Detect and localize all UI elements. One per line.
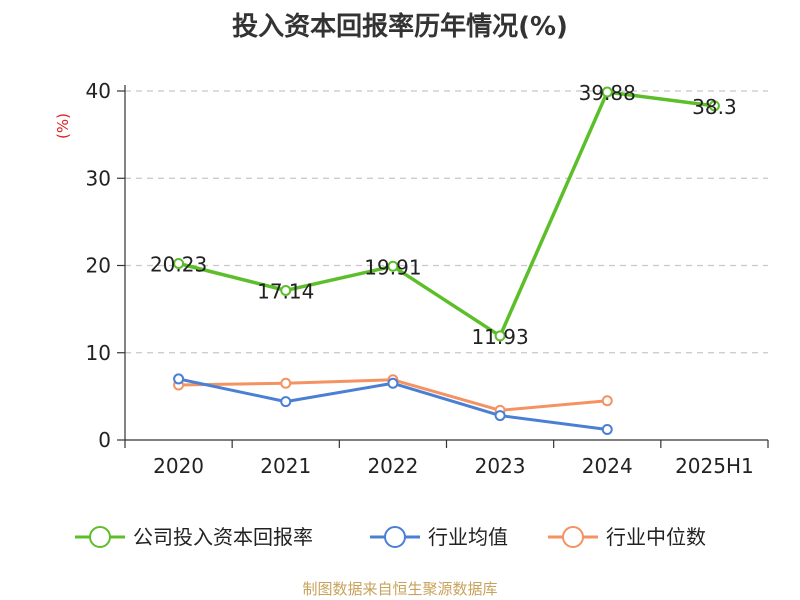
series-layer xyxy=(173,86,720,436)
source-note: 制图数据来自恒生聚源数据库 xyxy=(302,580,498,598)
chart-title: 投入资本回报率历年情况(%) xyxy=(232,12,568,42)
data-point xyxy=(173,257,185,269)
y-tick-label: 30 xyxy=(86,166,111,190)
data-label: 39.88 xyxy=(579,81,636,105)
legend-label: 行业均值 xyxy=(428,525,508,549)
data-label: 17.14 xyxy=(257,279,314,303)
y-axis-label: (%) xyxy=(54,113,72,139)
data-point xyxy=(280,377,292,389)
y-tick-label: 0 xyxy=(98,428,111,452)
data-label: 19.91 xyxy=(364,255,421,279)
x-tick-label: 2025H1 xyxy=(675,454,754,478)
grid-layer xyxy=(125,90,768,354)
data-point xyxy=(601,424,613,436)
data-point xyxy=(601,395,613,407)
data-point xyxy=(280,396,292,408)
data-label: 11.93 xyxy=(471,325,528,349)
y-tick-label: 10 xyxy=(86,341,111,365)
x-tick-label: 2024 xyxy=(582,454,633,478)
data-label: 38.3 xyxy=(692,95,737,119)
legend-marker xyxy=(562,526,584,548)
x-tick-label: 2020 xyxy=(153,454,204,478)
data-point xyxy=(494,330,506,342)
data-point xyxy=(173,373,185,385)
data-point xyxy=(494,410,506,422)
legend-label: 行业中位数 xyxy=(606,525,706,549)
data-point xyxy=(708,100,720,112)
data-label-layer: 20.23 17.14 19.91 11.93 39.88 38.3 xyxy=(150,81,737,349)
data-point xyxy=(280,284,292,296)
legend-marker xyxy=(89,526,111,548)
data-point xyxy=(387,260,399,272)
x-tick-label: 2023 xyxy=(475,454,526,478)
series-line-0 xyxy=(178,90,715,338)
legend-label: 公司投入资本回报率 xyxy=(133,525,313,549)
x-tick-label: 2021 xyxy=(260,454,311,478)
data-point xyxy=(387,377,399,389)
data-point xyxy=(601,86,613,98)
legend-marker xyxy=(384,526,406,548)
y-tick-label: 20 xyxy=(86,254,111,278)
axis-layer: 0 10 20 30 40 (%) 2020 2021 2022 2023 2024 2025H1 xyxy=(54,79,769,478)
x-tick-label: 2022 xyxy=(367,454,418,478)
legend: 公司投入资本回报率 行业均值 行业中位数 xyxy=(75,525,706,549)
data-label: 20.23 xyxy=(150,252,207,276)
y-tick-label: 40 xyxy=(86,79,111,103)
